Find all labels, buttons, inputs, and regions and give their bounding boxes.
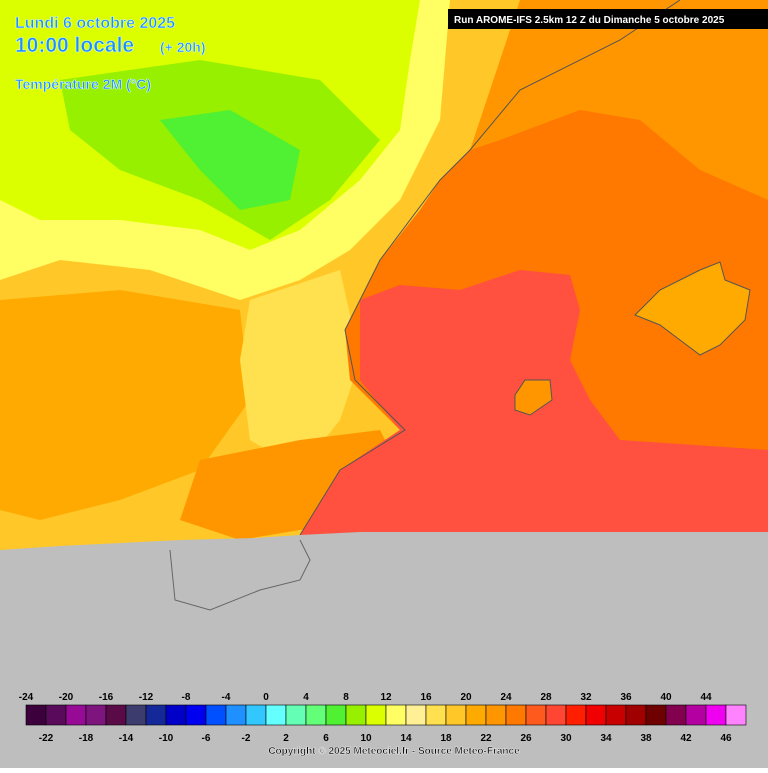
lead-time: (+ 20h) bbox=[160, 39, 206, 55]
land-green-dark bbox=[160, 110, 300, 210]
legend-label: -18 bbox=[79, 733, 94, 744]
legend-swatch bbox=[285, 704, 307, 726]
coastline bbox=[299, 0, 681, 536]
legend-label: -10 bbox=[159, 733, 174, 744]
legend-label: 38 bbox=[640, 733, 652, 744]
legend-swatch bbox=[165, 704, 187, 726]
legend-swatch bbox=[185, 704, 207, 726]
legend-label: 6 bbox=[323, 733, 329, 744]
legend-swatch bbox=[625, 704, 647, 726]
island-mallorca bbox=[634, 261, 751, 356]
legend-label: 0 bbox=[263, 692, 269, 703]
legend-swatch bbox=[305, 704, 327, 726]
legend-label: 42 bbox=[680, 733, 692, 744]
land-warm bbox=[0, 290, 250, 520]
legend-label: 22 bbox=[480, 733, 492, 744]
legend-label: 2 bbox=[283, 733, 289, 744]
legend-label: -4 bbox=[222, 692, 231, 703]
legend-swatch bbox=[65, 704, 87, 726]
legend-swatch bbox=[685, 704, 707, 726]
legend-swatch bbox=[545, 704, 567, 726]
legend-swatch bbox=[525, 704, 547, 726]
legend-swatch bbox=[85, 704, 107, 726]
legend-swatch bbox=[705, 704, 727, 726]
legend-label: -12 bbox=[139, 692, 154, 703]
legend-label: -2 bbox=[242, 733, 251, 744]
legend-swatch bbox=[505, 704, 527, 726]
legend-label: -16 bbox=[99, 692, 114, 703]
legend-swatch bbox=[45, 704, 67, 726]
legend: -24-22-20-18-16-14-12-10-8-6-4-202468101… bbox=[19, 692, 747, 744]
time-title: 10:00 locale bbox=[15, 34, 134, 57]
legend-swatch bbox=[665, 704, 687, 726]
legend-swatch bbox=[645, 704, 667, 726]
legend-swatch bbox=[145, 704, 167, 726]
legend-label: 34 bbox=[600, 733, 612, 744]
legend-swatch bbox=[125, 704, 147, 726]
copyright: Copyright © 2025 Meteociel.fr - Source M… bbox=[268, 746, 520, 757]
field-title: Température 2M (°C) bbox=[15, 76, 151, 92]
coastline-south bbox=[169, 539, 311, 611]
legend-swatch bbox=[225, 704, 247, 726]
legend-swatch bbox=[385, 704, 407, 726]
legend-swatch bbox=[325, 704, 347, 726]
legend-label: 44 bbox=[700, 692, 712, 703]
legend-label: 20 bbox=[460, 692, 472, 703]
legend-swatch bbox=[245, 704, 267, 726]
legend-swatch bbox=[485, 704, 507, 726]
legend-label: 40 bbox=[660, 692, 672, 703]
legend-label: 12 bbox=[380, 692, 392, 703]
legend-swatch bbox=[465, 704, 487, 726]
legend-label: 26 bbox=[520, 733, 532, 744]
legend-label: 30 bbox=[560, 733, 572, 744]
legend-swatch bbox=[445, 704, 467, 726]
legend-swatch bbox=[585, 704, 607, 726]
legend-swatch bbox=[345, 704, 367, 726]
legend-swatch bbox=[605, 704, 627, 726]
legend-swatch bbox=[205, 704, 227, 726]
legend-label: 8 bbox=[343, 692, 349, 703]
sea-mild bbox=[470, 0, 768, 200]
legend-label: -24 bbox=[19, 692, 34, 703]
legend-swatch bbox=[405, 704, 427, 726]
legend-label: 36 bbox=[620, 692, 632, 703]
legend-label: 10 bbox=[360, 733, 372, 744]
land-mild bbox=[240, 270, 360, 470]
legend-label: 32 bbox=[580, 692, 592, 703]
legend-label: -6 bbox=[202, 733, 211, 744]
legend-swatch bbox=[265, 704, 287, 726]
legend-label: 28 bbox=[540, 692, 552, 703]
run-box bbox=[448, 9, 768, 29]
date-title: Lundi 6 octobre 2025 bbox=[15, 15, 175, 32]
legend-swatch bbox=[565, 704, 587, 726]
legend-swatch bbox=[105, 704, 127, 726]
legend-label: -20 bbox=[59, 692, 74, 703]
legend-label: -8 bbox=[182, 692, 191, 703]
legend-label: 18 bbox=[440, 733, 452, 744]
legend-label: 14 bbox=[400, 733, 412, 744]
island-ibiza bbox=[514, 379, 553, 416]
no-data-area bbox=[0, 532, 768, 768]
run-info: Run AROME-IFS 2.5km 12 Z du Dimanche 5 o… bbox=[454, 15, 725, 26]
legend-swatch bbox=[25, 704, 47, 726]
legend-label: 24 bbox=[500, 692, 512, 703]
legend-swatch bbox=[725, 704, 747, 726]
legend-label: -14 bbox=[119, 733, 134, 744]
legend-swatch bbox=[425, 704, 447, 726]
legend-swatch bbox=[365, 704, 387, 726]
legend-label: 46 bbox=[720, 733, 732, 744]
legend-label: -22 bbox=[39, 733, 54, 744]
legend-label: 4 bbox=[303, 692, 309, 703]
legend-label: 16 bbox=[420, 692, 432, 703]
